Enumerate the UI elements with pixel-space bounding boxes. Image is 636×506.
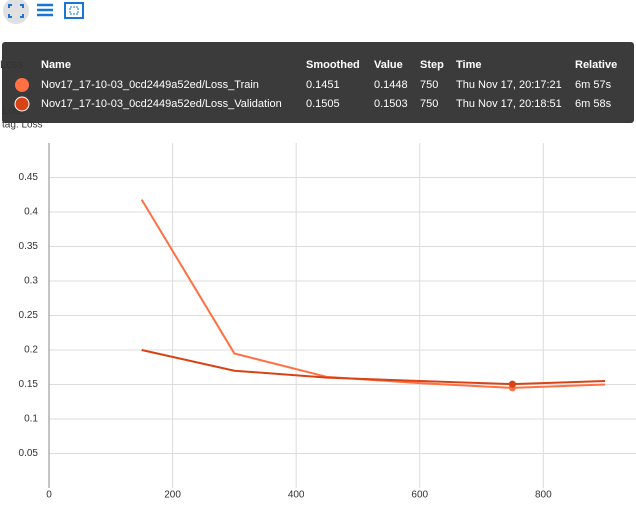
- tooltip-header: Smoothed: [306, 59, 360, 71]
- tooltip-header: Step: [420, 59, 444, 71]
- tooltip-cell: 0.1451: [306, 79, 340, 91]
- x-tick-label: 800: [535, 490, 552, 501]
- tooltip-cell: 0.1505: [306, 98, 340, 110]
- series-line: [140, 199, 606, 389]
- tooltip-cell: Thu Nov 17, 20:18:51: [456, 98, 562, 110]
- x-tick-label: 0: [46, 490, 52, 501]
- y-tick-label: 0.4: [24, 207, 38, 218]
- hover-point: [508, 380, 516, 388]
- tooltip-cell: Thu Nov 17, 20:17:21: [456, 79, 562, 91]
- x-tick-label: 200: [164, 490, 181, 501]
- fit-icon[interactable]: [8, 4, 24, 18]
- y-tick-label: 0.1: [24, 414, 38, 425]
- tooltip-name: Nov17_17-10-03_0cd2449a52ed/Loss_Validat…: [41, 98, 282, 110]
- x-tick-label: 400: [288, 490, 305, 501]
- series-swatch: [14, 96, 30, 112]
- x-tick-label: 600: [411, 490, 428, 501]
- plot: 0.05 0.1 0.15 0.2 0.25 0.3 0.35 0.4 0.45 0 200 400 6…: [19, 143, 636, 501]
- y-tick-label: 0.45: [19, 172, 39, 183]
- tooltip-bg: [2, 42, 634, 123]
- tooltip-cell: 750: [420, 98, 438, 110]
- y-tick-label: 0.15: [19, 379, 39, 390]
- tooltip-cell: 6m 58s: [575, 98, 612, 110]
- zoom-icon[interactable]: [64, 2, 84, 19]
- tooltip-cell: 0.1448: [374, 79, 408, 91]
- series-line: [141, 349, 606, 386]
- tooltip: Name Smoothed Value Step Time Relative Nov17_1…: [2, 42, 634, 123]
- tooltip-header: Value: [374, 59, 403, 71]
- y-tick-label: 0.25: [19, 310, 39, 321]
- fit-button-bg[interactable]: [3, 0, 29, 24]
- y-tick-label: 0.2: [24, 345, 38, 356]
- series-swatch: [15, 78, 29, 92]
- y-tick-label: 0.05: [19, 448, 39, 459]
- list-icon[interactable]: [37, 3, 53, 17]
- tooltip-name: Nov17_17-10-03_0cd2449a52ed/Loss_Train: [41, 79, 259, 91]
- tooltip-cell: 0.1503: [374, 98, 408, 110]
- tooltip-header: Relative: [575, 59, 617, 71]
- tooltip-header: Name: [41, 59, 71, 71]
- tooltip-cell: 750: [420, 79, 438, 91]
- tooltip-header: Time: [456, 59, 481, 71]
- tooltip-cell: 6m 57s: [575, 79, 612, 91]
- y-tick-label: 0.35: [19, 241, 39, 252]
- y-tick-label: 0.3: [24, 276, 38, 287]
- chart-subtitle: tag: Loss: [2, 120, 43, 131]
